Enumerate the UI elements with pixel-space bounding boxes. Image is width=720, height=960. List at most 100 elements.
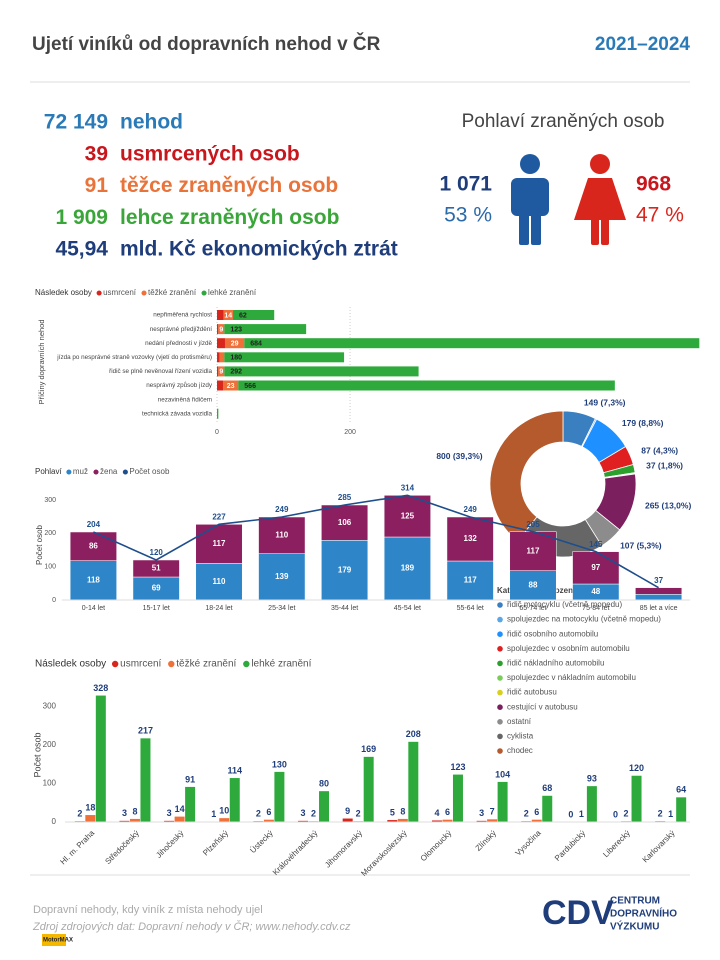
logo-line: VÝZKUMU	[610, 920, 659, 933]
bar-segment	[224, 366, 419, 377]
donut-slice	[489, 410, 564, 542]
legend-label: spolujezdec v nákladním automobilu	[507, 673, 636, 682]
x-tick-label: 200	[344, 429, 356, 436]
bar	[129, 818, 140, 822]
legend-marker	[243, 660, 250, 668]
y-tick-label: 200	[44, 530, 56, 537]
data-label: 93	[587, 774, 597, 784]
legend-label: žena	[100, 467, 118, 476]
female-icon	[574, 154, 626, 245]
legend-marker	[111, 660, 119, 668]
legend-label: ostatní	[507, 717, 532, 726]
legend-marker	[168, 660, 175, 668]
logo-line: CENTRUM	[610, 896, 660, 907]
data-label: 208	[406, 729, 421, 739]
data-label: 2	[356, 809, 361, 819]
legend-marker	[497, 616, 503, 623]
bar-segment	[69, 531, 117, 561]
bar-segment	[635, 587, 683, 595]
data-label: 180	[230, 355, 242, 362]
data-label: 10	[219, 806, 229, 816]
data-label: 62	[239, 312, 247, 319]
data-label: 120	[150, 548, 164, 557]
data-label: 328	[93, 683, 108, 693]
bar-segment	[258, 553, 306, 601]
bar-segment	[321, 504, 369, 541]
bar	[397, 818, 408, 822]
bar	[676, 797, 687, 822]
bar	[174, 816, 185, 822]
stat-value: 91	[85, 174, 109, 197]
stat-value: 39	[85, 142, 108, 165]
bar-segment	[217, 338, 225, 349]
legend-label: řidič osobního automobilu	[507, 629, 598, 638]
y-tick-label: nesprávné předjíždění	[150, 326, 213, 333]
legend-marker	[141, 290, 147, 296]
bar	[586, 786, 597, 822]
bar	[85, 815, 96, 822]
x-tick-label: 65-74 let	[519, 605, 546, 612]
data-label: 104	[495, 769, 510, 779]
bar-segment	[218, 366, 225, 377]
data-label: 2	[311, 809, 316, 819]
legend-label: řidič nákladního automobilu	[507, 659, 604, 668]
data-label: 120	[629, 763, 644, 773]
data-label: 117	[464, 576, 477, 585]
legend-marker	[497, 733, 503, 740]
data-label: 9	[219, 326, 223, 333]
data-label: 249	[275, 505, 289, 514]
data-label: 117	[213, 539, 226, 548]
data-label: 69	[152, 584, 161, 593]
stat-value: 1 909	[55, 206, 108, 229]
legend-marker	[497, 675, 503, 681]
legend-label: lehké zranění	[251, 659, 311, 670]
data-label: 114	[227, 765, 242, 775]
data-label: 107 (5,3%)	[620, 540, 662, 550]
footer-note: Dopravní nehody, kdy viník z místa nehod…	[33, 904, 263, 916]
x-tick-label: 15-17 let	[143, 605, 170, 612]
data-label: 48	[591, 587, 600, 596]
data-label: 125	[401, 511, 415, 520]
x-tick-label: Olomoucký	[419, 829, 454, 864]
partner-logo-bg	[42, 934, 66, 946]
data-label: 2	[624, 809, 629, 819]
page-title: Ujetí viníků od dopravních nehod v ČR	[32, 33, 381, 55]
data-label: 217	[138, 726, 153, 736]
bar	[229, 778, 240, 822]
bar-segment	[232, 310, 275, 320]
x-tick-label: 45-54 let	[394, 605, 421, 612]
legend-label: cestující v autobusu	[507, 702, 578, 711]
data-label: 132	[464, 534, 478, 543]
legend-marker	[93, 469, 99, 475]
x-tick-label: 85 let a více	[640, 605, 678, 612]
data-label: 2	[658, 809, 663, 819]
y-axis-title: Příčiny dopravních nehod	[37, 319, 46, 404]
legend-label: spolujezdec v osobním automobilu	[507, 644, 630, 653]
data-label: 314	[401, 483, 415, 492]
legend-label: cyklista	[507, 732, 534, 741]
bar	[487, 819, 498, 822]
data-label: 3	[301, 808, 306, 818]
bar	[274, 771, 285, 822]
legend-marker	[497, 748, 503, 754]
data-label: 3	[479, 808, 484, 818]
data-label: 1	[579, 809, 584, 819]
x-tick-label: 0	[215, 429, 219, 436]
bar-segment	[224, 324, 307, 335]
bar	[95, 695, 106, 822]
bar-segment	[244, 338, 700, 349]
data-label: 117	[527, 546, 540, 555]
bar-segment	[217, 324, 219, 335]
y-tick-label: 0	[52, 817, 57, 826]
legend-label: chodec	[507, 746, 533, 755]
legend-label: řidič autobusu	[507, 688, 557, 697]
line	[93, 494, 659, 589]
legend-marker	[122, 469, 128, 475]
bar	[452, 774, 463, 822]
bar-segment	[217, 408, 219, 419]
data-label: 8	[132, 806, 137, 816]
legend-marker	[497, 719, 503, 725]
logo-line: DOPRAVNÍHO	[610, 907, 677, 920]
bar	[119, 820, 130, 822]
x-tick-label: 35-44 let	[331, 605, 358, 612]
